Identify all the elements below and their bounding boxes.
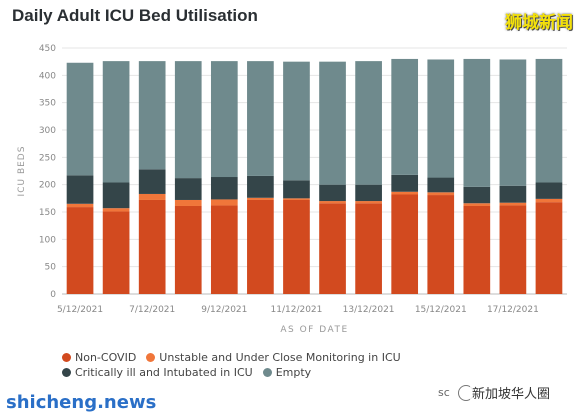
bar-segment bbox=[247, 197, 274, 200]
bar-segment bbox=[247, 199, 274, 294]
bar-segment bbox=[174, 199, 202, 206]
y-tick-label: 100 bbox=[39, 235, 56, 245]
bar-segment bbox=[355, 201, 382, 204]
bar-segment bbox=[427, 192, 455, 196]
x-tick-label: 5/12/2021 bbox=[57, 305, 103, 315]
bar-segment bbox=[535, 182, 563, 199]
legend-item: Empty bbox=[262, 365, 312, 380]
x-tick-label: 15/12/2021 bbox=[415, 305, 467, 315]
watermark-bottom-right: 新加坡华人圈 bbox=[470, 383, 553, 402]
chart-legend: Non-COVID Unstable and Under Close Monito… bbox=[62, 350, 577, 380]
bar-segment bbox=[174, 205, 202, 294]
legend-swatch-icon bbox=[62, 353, 71, 362]
y-tick-label: 50 bbox=[45, 263, 57, 273]
legend-label: Critically ill and Intubated in ICU bbox=[75, 366, 253, 379]
bar-segment bbox=[355, 203, 382, 294]
y-tick-label: 250 bbox=[39, 153, 56, 163]
bar-segment bbox=[138, 199, 166, 294]
y-tick-label: 350 bbox=[39, 99, 56, 109]
bar-segment bbox=[174, 178, 202, 200]
bar-segment bbox=[210, 199, 238, 206]
bar-segment bbox=[283, 61, 310, 181]
y-tick-label: 450 bbox=[39, 44, 56, 54]
bar-segment bbox=[319, 203, 346, 294]
bar-segment bbox=[463, 203, 491, 206]
bar-segment bbox=[102, 61, 130, 183]
watermark-bottom-left: shicheng.news bbox=[6, 392, 157, 413]
bar-segment bbox=[319, 61, 346, 185]
bar-segment bbox=[247, 175, 274, 198]
bar-segment bbox=[463, 58, 491, 187]
bar-segment bbox=[355, 184, 382, 202]
x-axis-label: AS OF DATE bbox=[280, 325, 348, 335]
x-tick-label: 13/12/2021 bbox=[343, 305, 395, 315]
bar-segment bbox=[283, 180, 310, 199]
legend-label: Unstable and Under Close Monitoring in I… bbox=[159, 351, 401, 364]
bar-segment bbox=[102, 182, 130, 209]
bar-segment bbox=[210, 205, 238, 294]
x-tick-label: 17/12/2021 bbox=[487, 305, 539, 315]
y-tick-label: 400 bbox=[39, 71, 56, 81]
y-tick-label: 200 bbox=[39, 181, 56, 191]
bar-segment bbox=[391, 174, 419, 192]
y-axis-label: ICU BEDS bbox=[17, 146, 27, 197]
bar-segment bbox=[138, 193, 166, 200]
bar-segment bbox=[391, 58, 419, 175]
bar-segment bbox=[174, 61, 202, 179]
bar-segment bbox=[283, 199, 310, 294]
bar-segment bbox=[283, 198, 310, 200]
watermark-sc: sc bbox=[438, 386, 450, 399]
bar-segment bbox=[499, 205, 527, 294]
bar-segment bbox=[535, 198, 563, 203]
bar-segment bbox=[210, 61, 238, 178]
bar-segment bbox=[427, 195, 455, 294]
legend-swatch-icon bbox=[62, 368, 71, 377]
bar-segment bbox=[210, 177, 238, 200]
bar-segment bbox=[499, 59, 527, 186]
legend-label: Non-COVID bbox=[75, 351, 137, 364]
legend-label: Empty bbox=[275, 366, 312, 379]
bar-segment bbox=[66, 62, 94, 176]
bar-segment bbox=[391, 194, 419, 294]
y-tick-label: 300 bbox=[39, 126, 56, 136]
legend-item: Critically ill and Intubated in ICU bbox=[62, 365, 253, 380]
bar-segment bbox=[319, 184, 346, 202]
bar-segment bbox=[535, 202, 563, 294]
bar-segment bbox=[66, 207, 94, 294]
bar-segment bbox=[463, 205, 491, 294]
y-tick-label: 150 bbox=[39, 208, 56, 218]
x-tick-label: 7/12/2021 bbox=[129, 305, 175, 315]
bar-segment bbox=[102, 208, 130, 212]
legend-item: Unstable and Under Close Monitoring in I… bbox=[146, 350, 401, 365]
x-tick-label: 9/12/2021 bbox=[201, 305, 247, 315]
bar-segment bbox=[499, 202, 527, 206]
bar-segment bbox=[319, 201, 346, 204]
bar-segment bbox=[138, 61, 166, 170]
bar-segment bbox=[391, 191, 419, 195]
legend-swatch-icon bbox=[146, 353, 156, 362]
legend-swatch-icon bbox=[262, 368, 272, 377]
x-tick-label: 11/12/2021 bbox=[271, 305, 323, 315]
watermark-top: 狮城新闻 bbox=[505, 13, 573, 33]
bar-segment bbox=[427, 177, 455, 193]
bar-segment bbox=[247, 61, 274, 176]
bar-segment bbox=[535, 58, 563, 183]
legend-item: Non-COVID bbox=[62, 350, 136, 365]
bar-segment bbox=[499, 185, 527, 203]
chart-title: Daily Adult ICU Bed Utilisation bbox=[12, 6, 258, 25]
bar-segment bbox=[355, 61, 382, 185]
bar-segment bbox=[66, 203, 94, 208]
stacked-bar-chart: 0 50 100 150 200 250 300 350 400 450 5/12/2021 7/12… bbox=[17, 44, 567, 335]
bar-segment bbox=[138, 169, 166, 194]
bar-segment bbox=[463, 186, 491, 204]
bar-segment bbox=[66, 175, 94, 204]
y-tick-label: 0 bbox=[50, 290, 56, 300]
bar-segment bbox=[427, 59, 455, 178]
bar-segment bbox=[102, 211, 130, 294]
